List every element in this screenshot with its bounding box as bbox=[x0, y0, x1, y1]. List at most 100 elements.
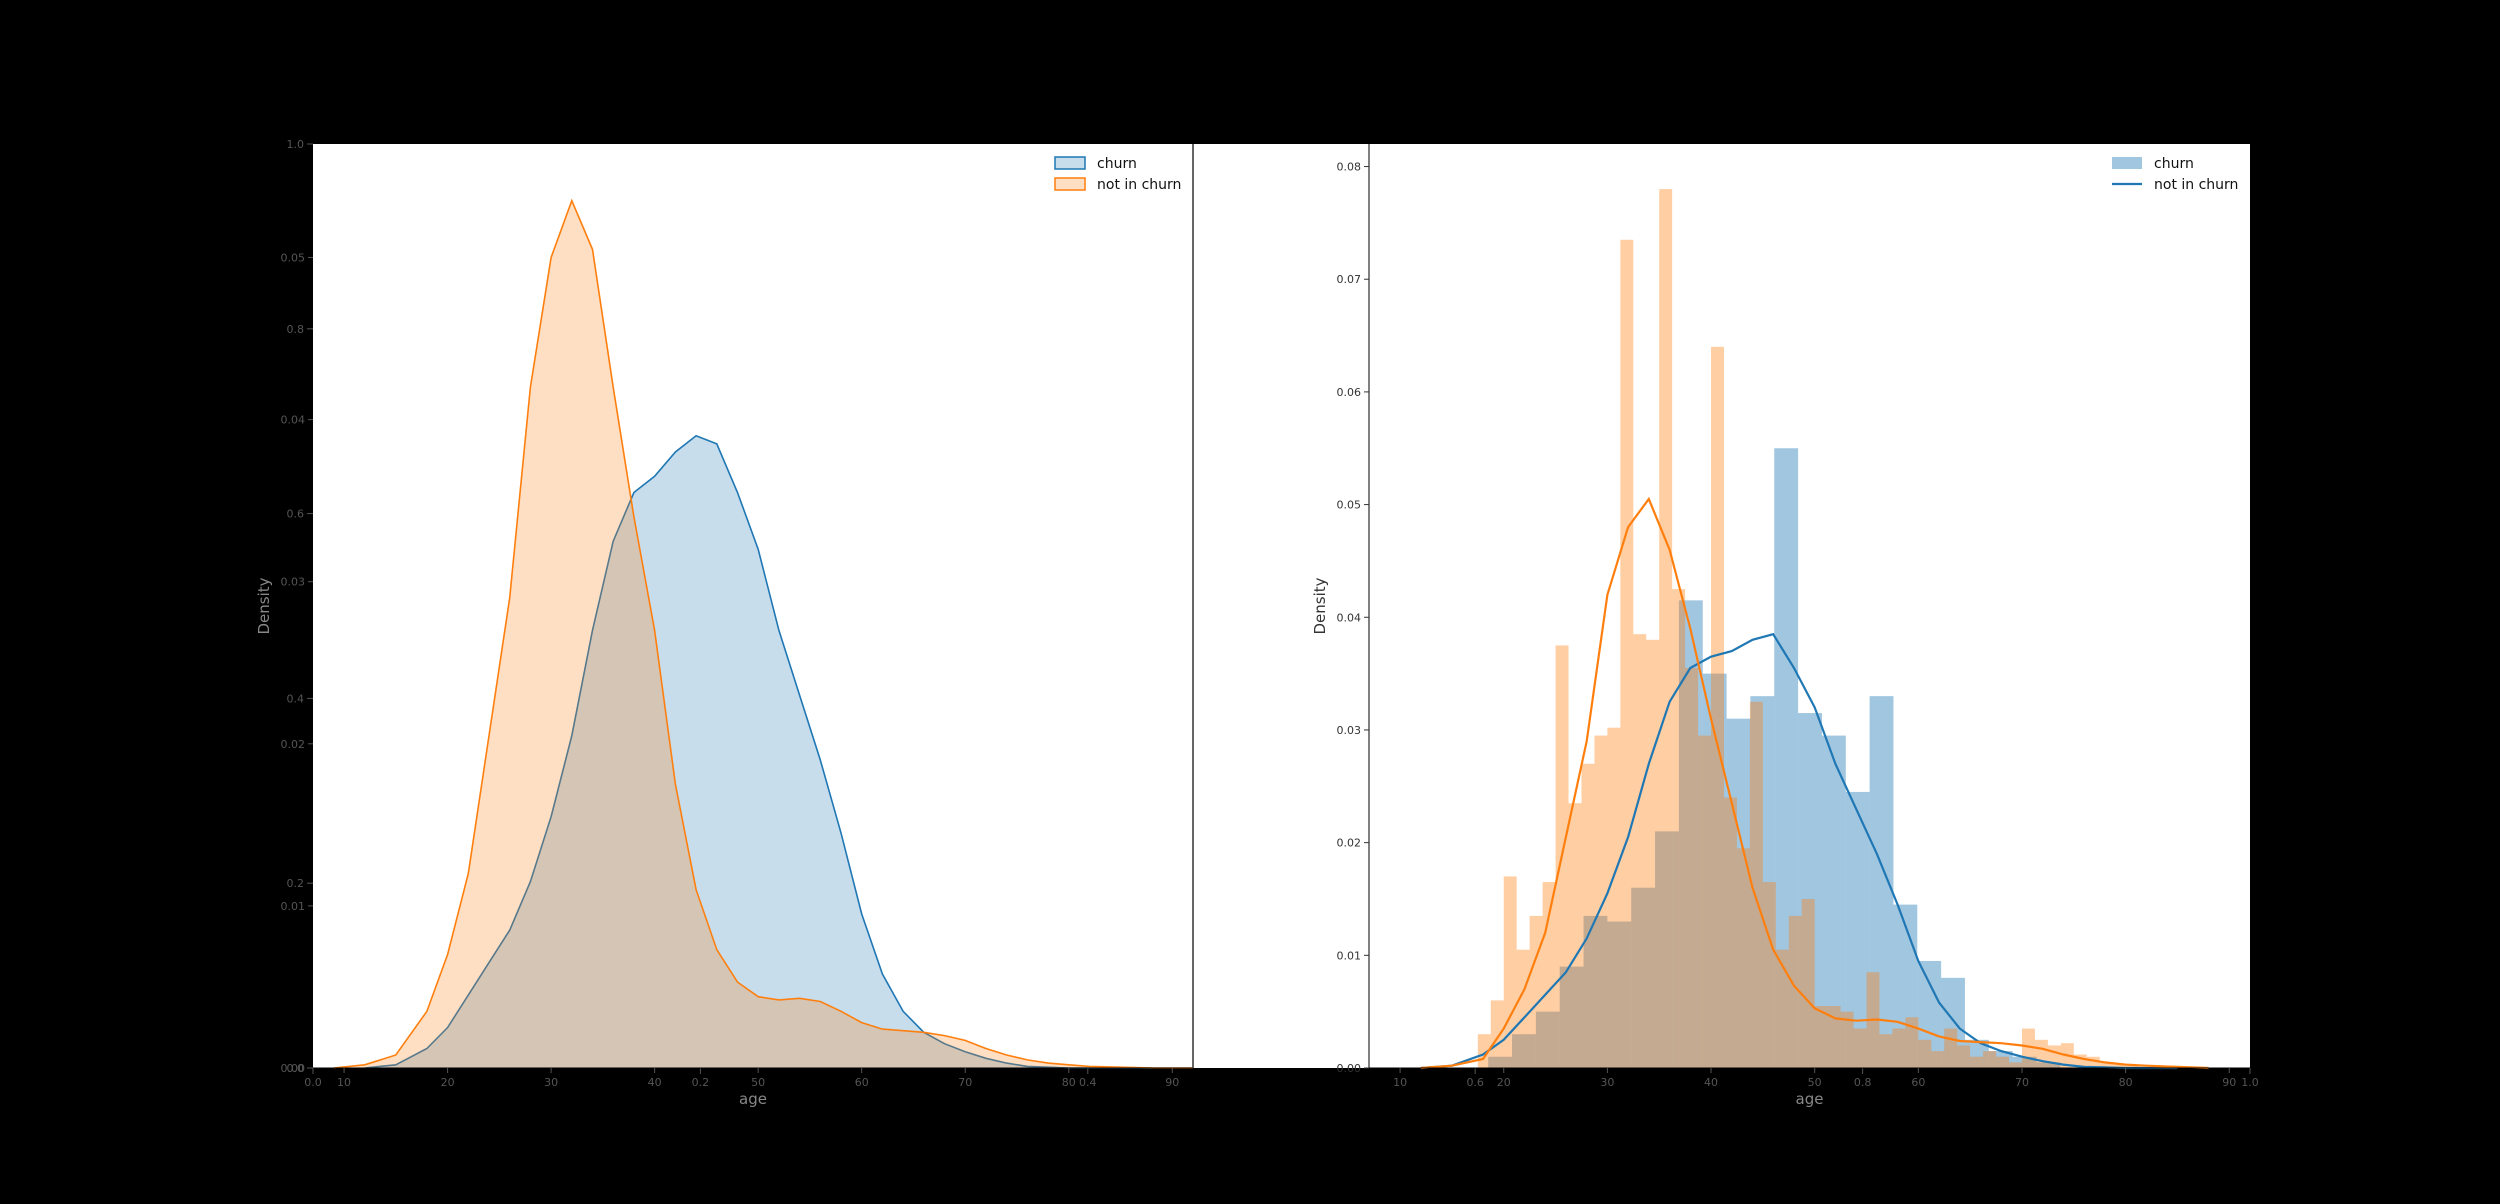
y-axis-label: Density bbox=[255, 577, 273, 634]
x-tick-label: 20 bbox=[441, 1076, 455, 1089]
legend: churn not in churn bbox=[2112, 156, 2238, 193]
histogram-bar bbox=[1931, 1051, 1945, 1068]
histogram-bar bbox=[2036, 1062, 2061, 1068]
y-tick-label: 0.07 bbox=[1337, 273, 1362, 286]
histogram-bar bbox=[1607, 727, 1621, 1068]
histogram-bar bbox=[1488, 1056, 1513, 1068]
histogram-bar bbox=[1798, 713, 1822, 1068]
histogram-bar bbox=[1678, 600, 1703, 1068]
x-tick-label: 20 bbox=[1497, 1076, 1511, 1089]
histogram-bar bbox=[1917, 960, 1942, 1068]
histogram-bar bbox=[1633, 634, 1647, 1068]
histogram-bar bbox=[2086, 1056, 2100, 1068]
histogram-bar bbox=[1655, 831, 1679, 1068]
y-tick-label: 0.02 bbox=[1337, 837, 1362, 850]
histogram-bar bbox=[1762, 882, 1776, 1068]
y-tick-label: 0.04 bbox=[1337, 611, 1362, 624]
histogram-bar bbox=[1788, 915, 1802, 1068]
x-tick-label: 50 bbox=[1808, 1076, 1822, 1089]
y-tick-label: 0.05 bbox=[281, 251, 306, 264]
histogram-bar bbox=[2009, 1062, 2022, 1068]
histogram-bar bbox=[2099, 1062, 2113, 1068]
histogram-bar bbox=[1702, 673, 1727, 1068]
histogram-bar bbox=[1620, 239, 1634, 1068]
ghost-y-tick-label: 1.0 bbox=[287, 138, 305, 151]
histogram-bar bbox=[1581, 763, 1595, 1068]
legend-label: not in churn bbox=[1097, 177, 1181, 193]
legend-item: churn bbox=[1054, 156, 1137, 172]
histogram-bar bbox=[1750, 696, 1775, 1068]
histogram-bar bbox=[1775, 949, 1789, 1068]
histogram-bar bbox=[2125, 1065, 2139, 1068]
x-tick-label: 90 bbox=[2222, 1076, 2236, 1089]
x-tick-label: 90 bbox=[1165, 1076, 1179, 1089]
kde-line-churn bbox=[1420, 632, 2178, 1070]
legend-swatch bbox=[2112, 157, 2142, 169]
histogram-bar bbox=[1983, 1051, 1997, 1068]
kde-area-not-in-churn bbox=[333, 200, 1193, 1068]
histogram-bar bbox=[1821, 735, 1846, 1068]
y-tick-label: 0.00 bbox=[281, 1062, 306, 1075]
y-tick-label: 0.03 bbox=[1337, 724, 1362, 737]
x-tick-label: 30 bbox=[544, 1076, 558, 1089]
legend-item: not in churn bbox=[1054, 177, 1181, 193]
x-tick-label: 10 bbox=[337, 1076, 351, 1089]
histogram-series-churn bbox=[1488, 448, 2061, 1068]
y-tick-label: 0.06 bbox=[1337, 386, 1362, 399]
histogram-bar bbox=[1840, 1011, 1854, 1068]
x-tick-label: 60 bbox=[855, 1076, 869, 1089]
x-tick-label: 10 bbox=[1393, 1076, 1407, 1089]
ghost-axis: 0.0 0.2 0.4 0.6 0.8 1.0 0.0 0.2 0.4 0.6 0.8 1.0 bbox=[287, 138, 2259, 1089]
histogram-bar bbox=[1512, 1034, 1536, 1068]
histogram-bar bbox=[1941, 977, 1965, 1068]
histogram-series-not-in-churn bbox=[1477, 189, 2139, 1069]
histogram-bar bbox=[1774, 448, 1799, 1068]
histogram-bar bbox=[2034, 1039, 2048, 1068]
histogram-panel: 0.00 0.01 0.02 0.03 0.04 0.05 0.06 0.07 0.08 10 20… bbox=[1311, 144, 2250, 1108]
histogram-bar bbox=[1845, 791, 1870, 1068]
histogram-bar bbox=[1970, 1056, 1984, 1068]
y-tick-label: 0.04 bbox=[281, 414, 306, 427]
histogram-bar bbox=[1559, 966, 1584, 1068]
histogram-bar bbox=[1749, 701, 1763, 1068]
histogram-bar bbox=[1685, 667, 1699, 1068]
x-tick-label: 80 bbox=[1062, 1076, 1076, 1089]
y-tick-label: 0.01 bbox=[1337, 949, 1362, 962]
x-tick-label: 70 bbox=[2015, 1076, 2029, 1089]
histogram-bar bbox=[1631, 887, 1656, 1068]
histogram-bar bbox=[1672, 589, 1686, 1068]
histogram-bar bbox=[1535, 1011, 1560, 1068]
kde-line-churn bbox=[364, 434, 1152, 1069]
histogram-bar bbox=[1964, 1039, 1989, 1068]
legend-label: not in churn bbox=[2154, 177, 2238, 193]
kde-area-churn bbox=[364, 435, 1152, 1068]
histogram-bar bbox=[1957, 1045, 1971, 1068]
ghost-y-tick-label: 0.8 bbox=[287, 323, 305, 336]
histogram-bar bbox=[1594, 735, 1608, 1068]
x-tick-label: 40 bbox=[1704, 1076, 1718, 1089]
x-tick-label: 80 bbox=[2119, 1076, 2133, 1089]
x-tick-label: 60 bbox=[1911, 1076, 1925, 1089]
y-tick-label: 0.02 bbox=[281, 738, 306, 751]
histogram-bar bbox=[1516, 949, 1530, 1068]
histogram-bar bbox=[1607, 921, 1632, 1068]
legend-label: churn bbox=[1097, 156, 1137, 172]
ghost-x-tick-label: 1.0 bbox=[2241, 1076, 2259, 1089]
histogram-bar bbox=[1659, 189, 1673, 1068]
histogram-bar bbox=[1711, 346, 1724, 1069]
x-tick-label: 50 bbox=[751, 1076, 765, 1089]
x-tick-label: 40 bbox=[648, 1076, 662, 1089]
ghost-y-tick-label: 0.6 bbox=[287, 508, 305, 521]
histogram-bar bbox=[1869, 696, 1894, 1068]
histogram-bar bbox=[1879, 1034, 1893, 1068]
plot-area bbox=[313, 144, 1193, 1068]
y-tick-label: 0.03 bbox=[281, 576, 306, 589]
ghost-x-tick-label: 0.2 bbox=[692, 1076, 710, 1089]
legend-swatch bbox=[1054, 177, 1086, 191]
histogram-bar bbox=[2112, 1064, 2126, 1068]
histogram-bar bbox=[1801, 898, 1815, 1068]
histogram-bar bbox=[1905, 1017, 1919, 1068]
histogram-bar bbox=[1646, 639, 1660, 1068]
ghost-y-tick-label: 0.2 bbox=[287, 877, 305, 890]
y-tick-label: 0.05 bbox=[1337, 499, 1362, 512]
